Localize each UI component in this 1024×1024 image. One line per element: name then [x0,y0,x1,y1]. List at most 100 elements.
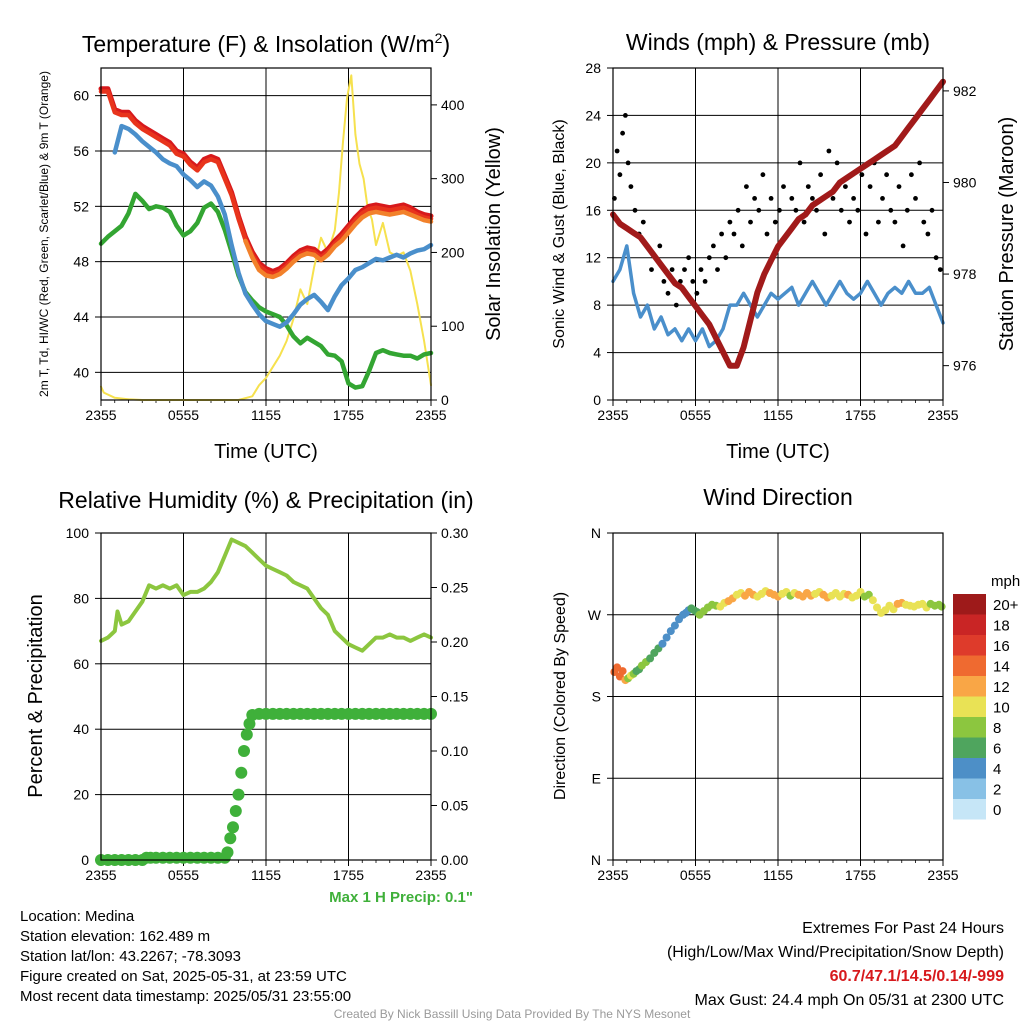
gust-point [756,207,762,213]
x-tick-label: 1755 [845,867,876,883]
legend-label: 14 [993,659,1010,676]
series-9m-temperature [243,209,434,280]
y-tick-label: 20 [73,787,89,803]
gust-point [851,196,856,201]
y-axis-label-right: Solar Insolation (Yellow) [483,127,505,341]
gust-point [673,302,679,308]
y-tick-label: 60 [73,88,89,104]
y-tick-label: 40 [73,721,89,737]
gust-point [739,243,745,249]
x-tick-label: 1155 [251,867,281,883]
y-right-tick-label: 980 [953,174,977,190]
y-tick-label: W [588,607,602,623]
legend-swatch [953,717,986,738]
x-tick-label: 2355 [597,407,628,423]
series-station-pressure [610,78,946,369]
gust-point [830,196,836,201]
series-dew-point [98,191,434,390]
gust-point [913,196,918,201]
extremes-values: 60.7/47.1/14.5/0.14/-999 [829,968,1004,985]
chart-title: Winds (mph) & Pressure (mb) [626,29,930,55]
legend-swatch [953,614,986,635]
y-tick-label: 28 [585,60,601,76]
x-tick-label: 2355 [927,407,958,423]
legend-swatch [953,778,986,799]
gust-point [764,231,770,237]
gust-point [702,279,708,284]
gust-point [921,219,927,225]
precip-point [232,788,245,801]
gust-point [625,160,631,166]
gust-point [818,172,823,178]
legend-swatch [953,655,986,676]
y-tick-label: N [591,852,601,868]
x-tick-label: 1755 [845,407,876,423]
y-right-tick-label: 976 [953,358,977,374]
gust-point [810,196,815,201]
y-tick-label: 44 [73,309,89,325]
y-tick-label: 0 [593,392,601,408]
gust-point [892,219,898,225]
gust-point [822,231,828,237]
chart-title: Temperature (F) & Insolation (W/m2) [82,30,450,57]
extremes-panel: Extremes For Past 24 Hours (High/Low/Max… [667,917,1004,1013]
legend-label: 6 [993,741,1001,758]
gust-point [694,290,700,296]
y-right-tick-label: 200 [441,244,465,260]
x-tick-label: 1755 [333,867,364,883]
gust-point [838,207,844,213]
y-axis-label-left: 2m T, Td, HI/WC (Red, Green, Scarlet/Blu… [37,71,51,397]
gust-point [863,231,869,237]
chart-panel-1: Winds (mph) & Pressure (mb) 2355 0555 1155 1… [551,29,1018,463]
y-right-tick-label: 978 [953,266,977,282]
x-tick-label: 1155 [763,407,793,423]
gust-point [706,255,712,261]
x-tick-label: 1755 [333,407,364,423]
direction-point [658,639,667,648]
y-tick-label: 16 [585,202,601,218]
y-right-tick-label: 0.30 [441,525,468,541]
legend-label: 20+ [993,597,1019,614]
y-axis-label-right: Station Pressure (Maroon) [996,117,1018,352]
direction-point [618,667,627,676]
station-elevation: Station elevation: 162.489 m [20,928,211,945]
gust-point [690,279,696,284]
gust-point [665,290,671,296]
gust-point [768,196,774,201]
y-right-tick-label: 100 [441,318,465,334]
station-latlon: Station lat/lon: 43.2267; -78.3093 [20,948,242,965]
gust-point [847,219,852,225]
gust-point [904,207,910,213]
gust-point [760,172,766,178]
gust-point [719,231,724,237]
plot-frame [100,67,432,401]
title-superscript: 2 [435,30,443,46]
y-axis-label-left: Sonic Wind & Gust (Blue, Black) [551,119,568,348]
x-tick-label: 2355 [85,867,116,883]
legend-swatch [953,594,986,615]
legend-swatch [953,799,986,820]
plot-frame [100,532,432,861]
legend-label: 12 [993,679,1010,696]
gust-point [867,184,873,190]
y-tick-label: 12 [585,250,601,266]
direction-point [666,627,675,636]
gust-point [686,255,691,261]
gust-point [937,267,943,272]
x-tick-label: 2355 [415,867,446,883]
gust-point [880,196,885,201]
y-axis-label-left: Percent & Precipitation [25,594,47,797]
y-tick-label: E [592,770,601,786]
direction-point [662,633,671,642]
gust-point [789,196,795,201]
gust-point [649,267,654,272]
legend-label: 16 [993,638,1010,655]
gust-point [623,113,628,118]
gust-point [884,172,889,178]
gust-point [752,196,757,201]
y-tick-label: 20 [585,155,601,171]
y-tick-label: 80 [73,590,89,606]
y-right-tick-label: 0.05 [441,798,468,814]
gust-point [876,219,881,225]
gust-point [731,231,737,237]
